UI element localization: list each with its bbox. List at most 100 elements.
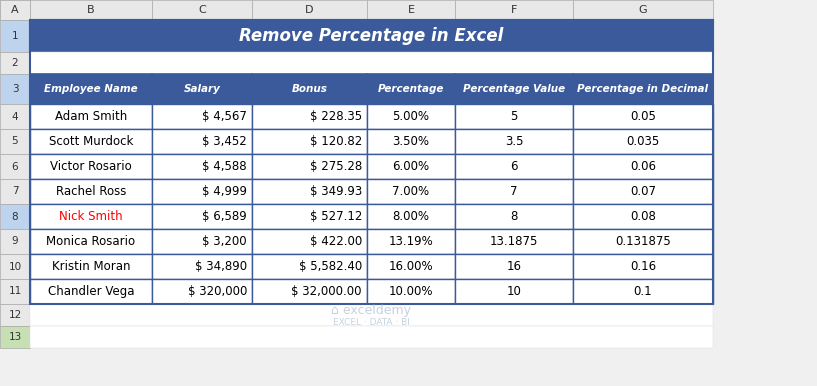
Bar [367, 179, 455, 204]
Text: 16.00%: 16.00% [389, 260, 433, 273]
Bar [0, 204, 30, 229]
Bar [30, 204, 152, 229]
Bar [152, 129, 252, 154]
Text: 6: 6 [511, 160, 518, 173]
Text: 6.00%: 6.00% [392, 160, 430, 173]
Bar [152, 179, 252, 204]
Text: 0.035: 0.035 [627, 135, 659, 148]
Text: $ 275.28: $ 275.28 [310, 160, 362, 173]
Text: B: B [87, 5, 95, 15]
Text: 10: 10 [507, 285, 521, 298]
Text: $ 3,200: $ 3,200 [203, 235, 247, 248]
Text: $ 228.35: $ 228.35 [310, 110, 362, 123]
Text: Chandler Vega: Chandler Vega [47, 285, 134, 298]
Text: 0.1: 0.1 [634, 285, 652, 298]
Bar [0, 0, 30, 20]
Bar [30, 52, 713, 74]
Bar [367, 204, 455, 229]
Text: 13.19%: 13.19% [389, 235, 433, 248]
Bar [455, 74, 573, 104]
Bar [30, 279, 152, 304]
Text: Bonus: Bonus [292, 84, 328, 94]
Bar [455, 154, 573, 179]
Bar [0, 104, 30, 129]
Text: 7: 7 [511, 185, 518, 198]
Bar [252, 0, 367, 20]
Text: $ 422.00: $ 422.00 [310, 235, 362, 248]
Bar [455, 279, 573, 304]
Bar [367, 0, 455, 20]
Bar [455, 129, 573, 154]
Text: Victor Rosario: Victor Rosario [50, 160, 132, 173]
Text: Employee Name: Employee Name [44, 84, 138, 94]
Text: Rachel Ross: Rachel Ross [56, 185, 126, 198]
Text: 4: 4 [11, 112, 18, 122]
Bar [367, 129, 455, 154]
Bar [573, 74, 713, 104]
Text: 2: 2 [11, 58, 18, 68]
Bar [30, 104, 152, 129]
Bar [573, 179, 713, 204]
Text: $ 527.12: $ 527.12 [310, 210, 362, 223]
Text: 1: 1 [11, 31, 18, 41]
Bar [0, 179, 30, 204]
Bar [152, 254, 252, 279]
Bar [573, 229, 713, 254]
Text: 10: 10 [8, 261, 21, 271]
Text: 6: 6 [11, 161, 18, 171]
Bar [573, 129, 713, 154]
Bar [152, 154, 252, 179]
Bar [0, 74, 30, 104]
Text: 0.05: 0.05 [630, 110, 656, 123]
Bar [30, 229, 152, 254]
Bar [30, 326, 713, 348]
Bar [455, 254, 573, 279]
Bar [30, 254, 152, 279]
Text: $ 4,999: $ 4,999 [202, 185, 247, 198]
Text: Nick Smith: Nick Smith [59, 210, 123, 223]
Text: 8: 8 [11, 212, 18, 222]
Text: 7: 7 [11, 186, 18, 196]
Text: 12: 12 [8, 310, 21, 320]
Bar [367, 104, 455, 129]
Bar [30, 129, 152, 154]
Bar [252, 154, 367, 179]
Text: 11: 11 [8, 286, 21, 296]
Bar [252, 229, 367, 254]
Bar [30, 304, 713, 326]
Text: $ 32,000.00: $ 32,000.00 [292, 285, 362, 298]
Bar [455, 104, 573, 129]
Text: $ 5,582.40: $ 5,582.40 [299, 260, 362, 273]
Bar [252, 204, 367, 229]
Text: $ 6,589: $ 6,589 [203, 210, 247, 223]
Bar [0, 279, 30, 304]
Text: D: D [306, 5, 314, 15]
Bar [252, 129, 367, 154]
Text: 13.1875: 13.1875 [490, 235, 538, 248]
Text: $ 3,452: $ 3,452 [203, 135, 247, 148]
Text: 5: 5 [11, 137, 18, 147]
Bar [367, 154, 455, 179]
Text: F: F [511, 5, 517, 15]
Bar [152, 104, 252, 129]
Bar [152, 229, 252, 254]
Text: 7.00%: 7.00% [392, 185, 430, 198]
Bar [0, 129, 30, 154]
Bar [0, 254, 30, 279]
Text: $ 4,567: $ 4,567 [202, 110, 247, 123]
Bar [0, 229, 30, 254]
Text: ⌂ exceldemy: ⌂ exceldemy [332, 304, 412, 317]
Text: EXCEL · DATA · BI: EXCEL · DATA · BI [333, 318, 410, 327]
Text: 8: 8 [511, 210, 518, 223]
Bar [455, 0, 573, 20]
Text: Percentage: Percentage [377, 84, 444, 94]
Text: Kristin Moran: Kristin Moran [51, 260, 130, 273]
Text: 16: 16 [507, 260, 521, 273]
Bar [0, 0, 30, 20]
Bar [252, 254, 367, 279]
Bar [367, 74, 455, 104]
Text: $ 34,890: $ 34,890 [195, 260, 247, 273]
Text: E: E [408, 5, 414, 15]
Text: A: A [11, 5, 19, 15]
Bar [0, 52, 30, 74]
